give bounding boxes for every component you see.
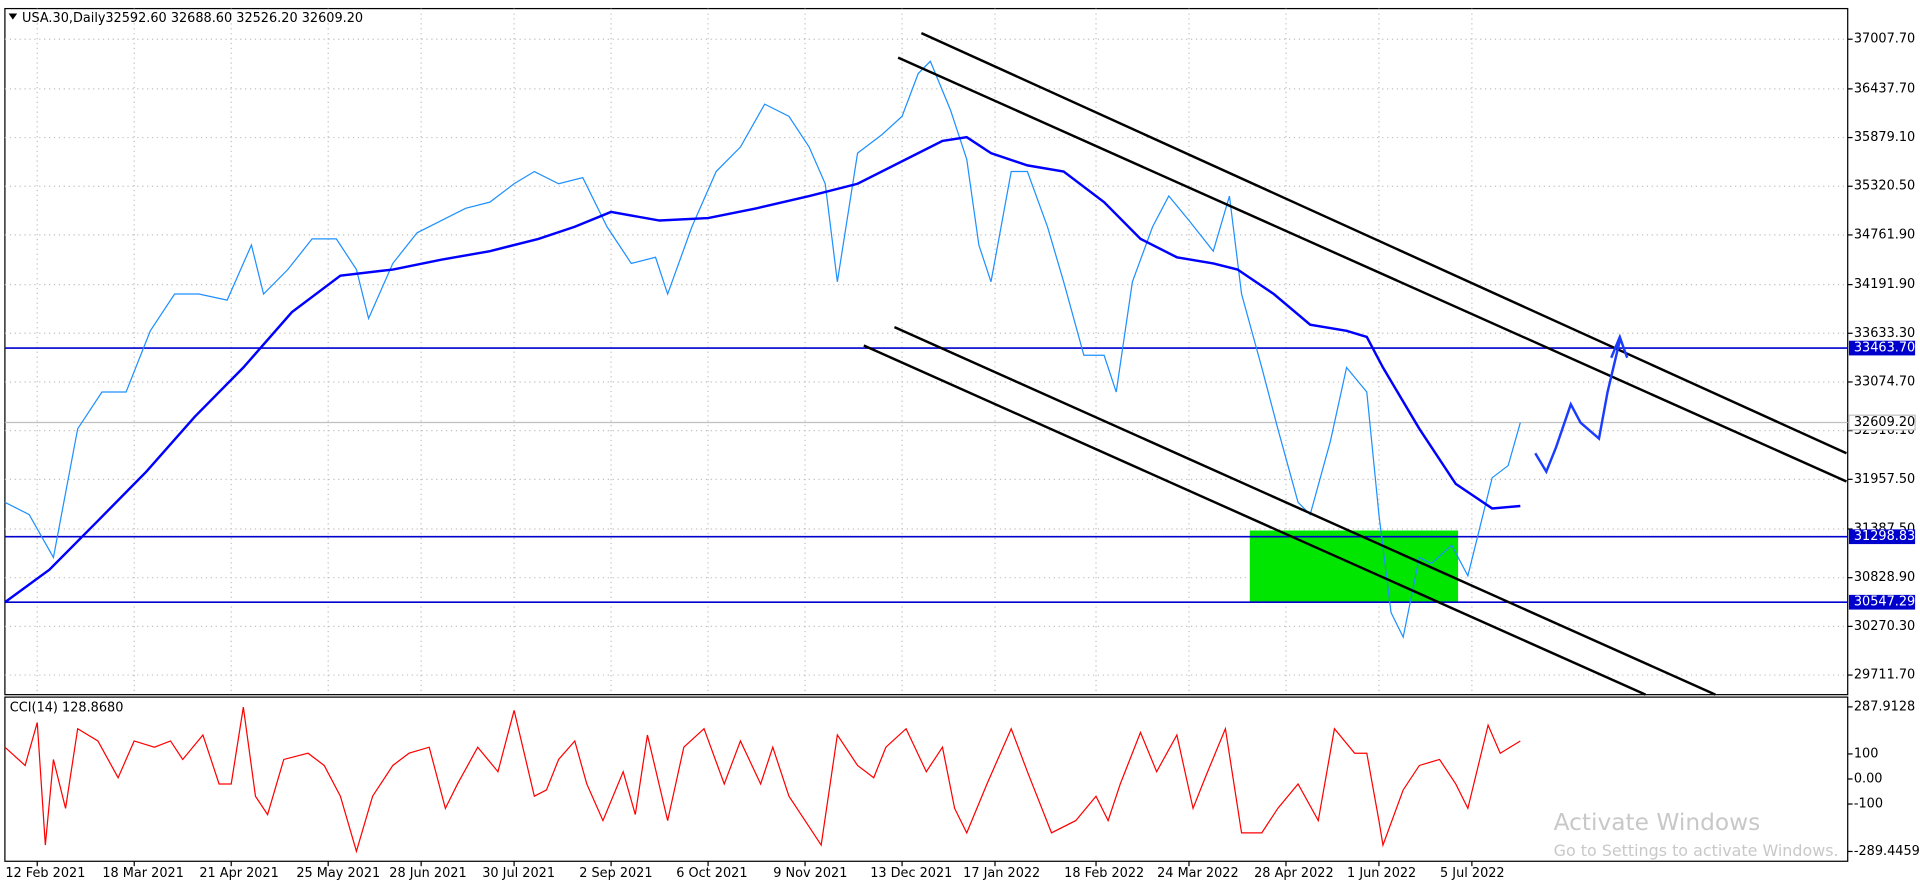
price-panel — [4, 7, 1849, 696]
x-tick-label: 25 May 2021 — [296, 866, 380, 881]
x-tick-label: 9 Nov 2021 — [773, 866, 847, 881]
level-label: 30547.29 — [1854, 595, 1915, 610]
marks: 32609.20 33463.70 31298.83 30547.29 — [4, 60, 1916, 854]
channel-line — [893, 325, 1716, 696]
y-tick-label: 33074.70 — [1854, 374, 1915, 389]
ohlc: 32592.60 32688.60 32526.20 32609.20 — [105, 11, 363, 26]
series-line — [4, 60, 1521, 639]
y-tick-label: 0.00 — [1854, 771, 1883, 786]
level-label: 31298.83 — [1854, 529, 1915, 544]
y-tick-label: 29711.70 — [1854, 668, 1915, 683]
y-tick-label: 35879.10 — [1854, 130, 1915, 145]
y-tick-label: 37007.70 — [1854, 32, 1915, 47]
level-box — [1848, 594, 1916, 610]
y-tick-label: 100 — [1854, 746, 1879, 761]
last-price-box — [1848, 414, 1916, 431]
y-tick-label: -289.4459 — [1854, 844, 1920, 859]
level-box — [1848, 340, 1916, 356]
y-tick-label: 35320.50 — [1854, 179, 1915, 194]
y-tick-label: 34191.90 — [1854, 277, 1915, 292]
x-tick-label: 5 Jul 2022 — [1440, 866, 1505, 881]
y-tick-label: 31957.50 — [1854, 472, 1915, 487]
x-tick-label: 18 Mar 2021 — [102, 866, 184, 881]
y-tick-label: 287.9128 — [1854, 699, 1915, 714]
watermark-title: Activate Windows — [1554, 809, 1761, 836]
hand-drawn-arrow — [1534, 333, 1629, 475]
y-tick-label: 30828.90 — [1854, 570, 1915, 585]
channel-lines — [863, 31, 1847, 696]
y-tick-label: -100 — [1854, 797, 1883, 812]
last-price-label: 32609.20 — [1854, 415, 1915, 430]
channel-line — [863, 344, 1647, 696]
x-tick-label: 28 Jun 2021 — [389, 866, 466, 881]
x-tick-label: 21 Apr 2021 — [199, 866, 279, 881]
channel-line — [920, 31, 1847, 455]
level-box — [1848, 529, 1916, 545]
x-tick-label: 12 Feb 2021 — [5, 866, 85, 881]
watermark-text: Go to Settings to activate Windows. — [1554, 841, 1839, 860]
chart-title: USA.30,Daily — [22, 11, 106, 26]
x-tick-label: 30 Jul 2021 — [482, 866, 555, 881]
grid: 37007.70 36437.70 35879.10 35320.50 34761.90… — [4, 8, 1920, 881]
x-tick-label: 1 Jun 2022 — [1347, 866, 1416, 881]
x-tick-label: 13 Dec 2021 — [870, 866, 952, 881]
y-tick-label: 34761.90 — [1854, 227, 1915, 242]
y-tick-label: 36437.70 — [1854, 81, 1915, 96]
x-tick-label: 18 Feb 2022 — [1064, 866, 1144, 881]
channel-line — [897, 56, 1847, 483]
level-label: 33463.70 — [1854, 341, 1915, 356]
menu-arrow — [8, 13, 18, 20]
x-tick-label: 2 Sep 2021 — [579, 866, 652, 881]
support-zone — [1249, 530, 1459, 603]
cci-panel — [4, 696, 1849, 862]
series-line — [4, 707, 1521, 854]
x-tick-label: 28 Apr 2022 — [1254, 866, 1334, 881]
series-line — [4, 135, 1521, 604]
y-tick-label: 33633.30 — [1854, 326, 1915, 341]
y-tick-label: 30270.30 — [1854, 619, 1915, 634]
x-tick-label: 6 Oct 2021 — [676, 866, 747, 881]
x-tick-label: 24 Mar 2022 — [1157, 866, 1239, 881]
x-tick-label: 17 Jan 2022 — [963, 866, 1040, 881]
cci-title: CCI(14) 128.8680 — [10, 701, 124, 716]
